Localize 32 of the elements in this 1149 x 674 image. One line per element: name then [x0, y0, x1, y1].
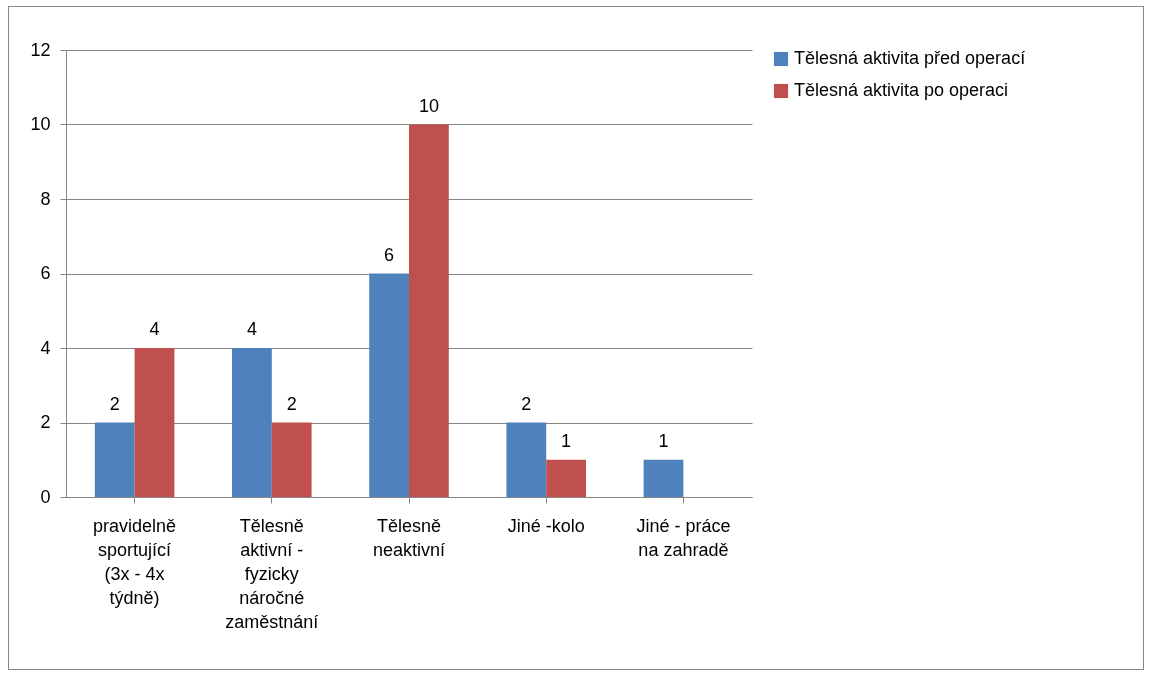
bar: [232, 348, 272, 497]
y-tick-label: 8: [40, 188, 51, 209]
bar: [506, 422, 547, 497]
bar: [134, 348, 175, 497]
x-tick-label: Jiné -kolo: [507, 515, 585, 536]
y-tick-label: 12: [30, 39, 51, 60]
bar: [546, 459, 586, 497]
data-label: 2: [109, 393, 120, 414]
y-tick-label: 10: [30, 114, 51, 134]
data-label: 4: [246, 319, 257, 339]
x-tick-label: Tělesně neaktivní: [372, 515, 446, 560]
y-tick-label: 2: [40, 412, 51, 432]
x-tick-label: Jiné - práce na zahradě: [636, 515, 731, 560]
x-tick-label: Tělesně aktivní - fyzicky náročné zaměstnání: [225, 515, 319, 632]
bar: [409, 124, 449, 497]
y-tick-label: 6: [40, 263, 51, 283]
data-label: 4: [149, 319, 160, 339]
x-tick-label: pravidelně sportující (3x - 4x týdně): [93, 515, 177, 608]
bar: [643, 459, 684, 497]
data-label: 2: [521, 393, 532, 414]
data-label: 1: [561, 430, 572, 451]
bar: [94, 422, 135, 497]
legend-label: Tělesná aktivita po operaci: [794, 80, 1009, 100]
y-tick-label: 4: [40, 337, 51, 358]
data-label: 2: [286, 393, 297, 414]
y-tick-label: 0: [40, 486, 51, 507]
data-label: 1: [658, 430, 669, 451]
bar: [369, 273, 409, 497]
data-label: 10: [418, 95, 439, 116]
bar: [271, 422, 312, 497]
data-label: 6: [384, 244, 395, 265]
legend-label: Tělesná aktivita před operací: [794, 48, 1026, 68]
